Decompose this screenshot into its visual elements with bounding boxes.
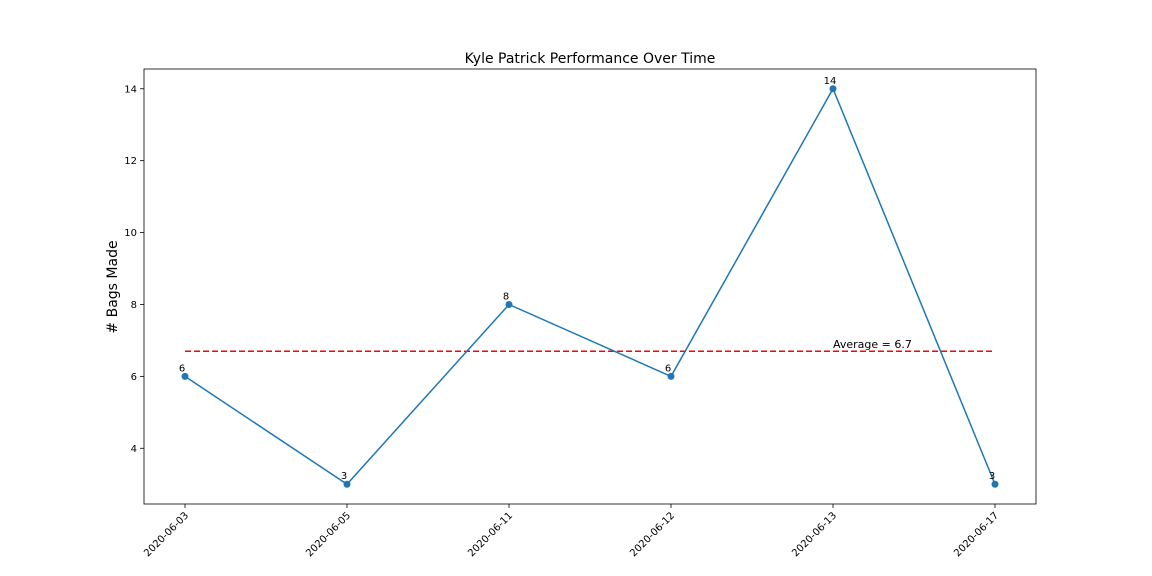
x-tick-label: 2020-06-17 (952, 510, 1001, 559)
data-point (343, 480, 351, 488)
data-label: 3 (341, 471, 347, 482)
x-tick-label: 2020-06-12 (628, 510, 677, 559)
x-tick-label: 2020-06-05 (304, 510, 353, 559)
y-tick-label: 14 (124, 84, 137, 95)
y-tick-label: 8 (131, 300, 137, 311)
x-tick-label: 2020-06-11 (466, 510, 515, 559)
data-labels-group: 6 3 8 6 14 3 (179, 76, 995, 482)
data-point (505, 300, 513, 308)
y-axis-ticks: 4 6 8 10 12 14 (124, 84, 144, 455)
series-line (184, 87, 996, 486)
average-label: Average = 6.7 (833, 338, 912, 351)
x-axis-ticks: 2020-06-03 2020-06-05 2020-06-11 2020-06-12… (142, 504, 1001, 559)
data-point (667, 372, 675, 380)
data-point (991, 480, 999, 488)
x-tick-label: 2020-06-03 (142, 510, 191, 559)
y-tick-label: 12 (124, 156, 137, 167)
x-tick-label: 2020-06-13 (790, 510, 839, 559)
series-group (181, 85, 999, 488)
data-point (181, 372, 189, 380)
data-point (829, 85, 837, 93)
data-label: 3 (989, 471, 995, 482)
y-tick-label: 6 (131, 372, 137, 383)
plot-area (143, 68, 1037, 505)
y-tick-label: 4 (131, 444, 137, 455)
y-axis-label: # Bags Made (105, 240, 121, 333)
data-label: 14 (824, 76, 837, 87)
average-line-group: Average = 6.7 (185, 338, 995, 352)
chart-title: Kyle Patrick Performance Over Time (465, 51, 716, 67)
data-label: 6 (665, 363, 671, 374)
data-label: 8 (503, 291, 509, 302)
y-tick-label: 10 (124, 228, 137, 239)
data-label: 6 (179, 363, 185, 374)
